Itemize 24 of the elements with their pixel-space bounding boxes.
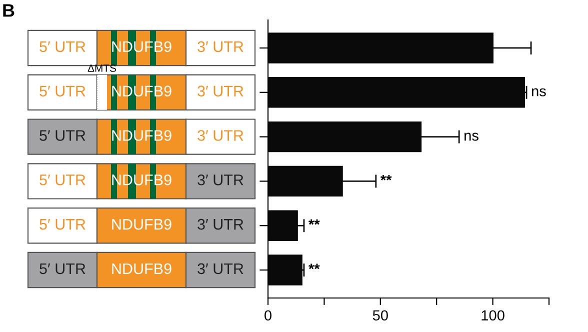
data-label: ns (464, 132, 478, 141)
x-tick-label: 0 (264, 310, 272, 321)
text: NDUFB9 (112, 263, 172, 274)
text: 5′ UTR (40, 130, 86, 141)
text: 3′ UTR (198, 174, 244, 186)
text: 5′ UTR (40, 86, 86, 96)
text: 3′ UTR (198, 263, 244, 274)
text: 5′ UTR (40, 263, 86, 274)
text: 3′ UTR (198, 86, 244, 96)
data-label: ** (380, 174, 392, 180)
data-label: ** (308, 264, 320, 270)
text: 3′ UTR (198, 41, 244, 52)
x-tick-label: 100 (482, 310, 504, 321)
text: 3′ UTR (198, 218, 244, 230)
text: B (3, 4, 14, 17)
text: NDUFB9 (112, 218, 172, 230)
text: 5′ UTR (40, 41, 86, 52)
text: 3′ UTR (198, 130, 244, 141)
x-tick-label: 50 (372, 310, 388, 321)
text: 5′ UTR (40, 219, 86, 230)
data-label: ** (308, 219, 320, 225)
text: 5′ UTR (40, 174, 86, 186)
data-label: ns (532, 88, 546, 96)
text: ΔMTS (88, 64, 116, 72)
